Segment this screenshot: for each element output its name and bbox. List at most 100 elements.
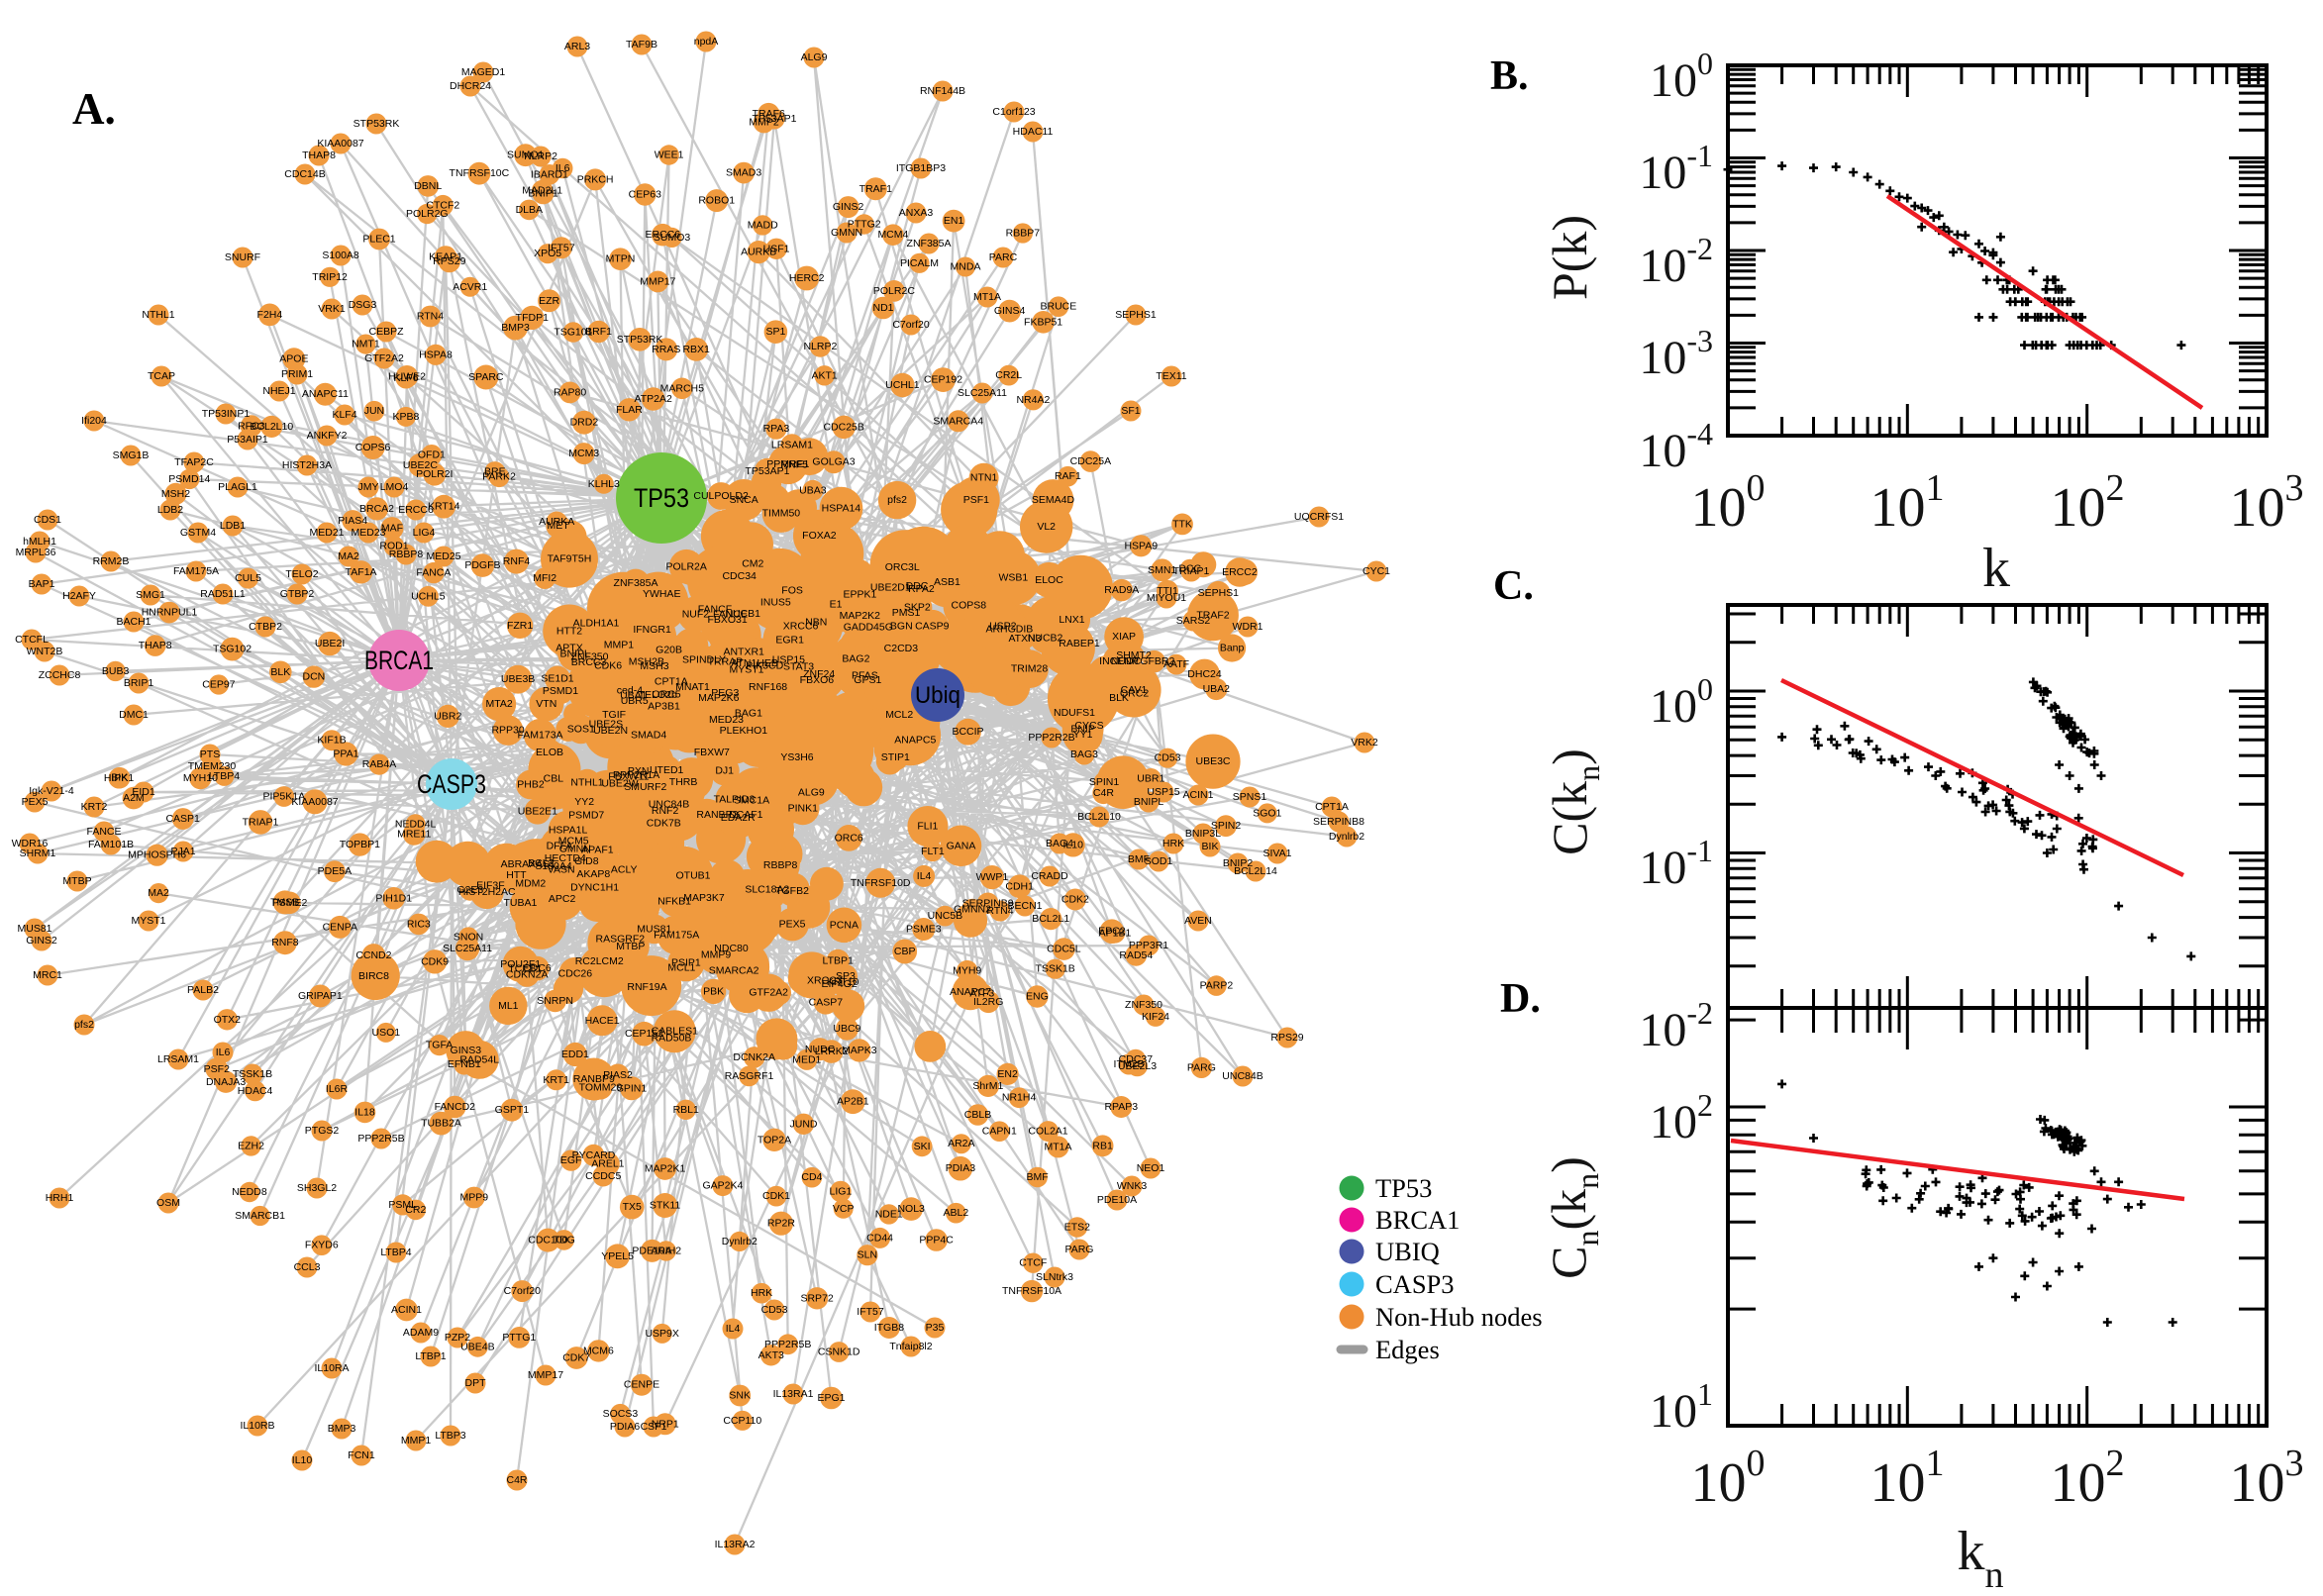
svg-text:MCM3: MCM3 [568, 448, 599, 459]
svg-text:MCL1: MCL1 [667, 961, 695, 973]
svg-text:MARCH5: MARCH5 [660, 382, 704, 394]
svg-text:POLR2A: POLR2A [665, 560, 706, 572]
svg-text:NDC80: NDC80 [714, 943, 749, 954]
svg-text:BNIPL: BNIPL [1134, 796, 1164, 808]
svg-text:UBE2W: UBE2W [601, 778, 638, 790]
svg-text:LTBP1: LTBP1 [415, 1350, 446, 1362]
svg-text:MMP9: MMP9 [701, 949, 731, 961]
svg-text:P(k): P(k) [1542, 215, 1597, 300]
svg-text:ITM2B: ITM2B [1114, 1058, 1145, 1070]
svg-text:COPS8: COPS8 [951, 600, 986, 612]
svg-text:FLI1: FLI1 [917, 821, 938, 833]
svg-text:TP53: TP53 [1375, 1173, 1432, 1203]
svg-text:WEE1: WEE1 [655, 150, 684, 161]
svg-text:PIP5K1A: PIP5K1A [262, 791, 305, 803]
svg-text:ANAPC5: ANAPC5 [894, 734, 936, 746]
svg-text:SUMO1: SUMO1 [507, 150, 545, 161]
svg-text:CDC34: CDC34 [722, 570, 757, 582]
svg-text:USO1: USO1 [372, 1027, 401, 1039]
svg-text:CULPOLD2: CULPOLD2 [693, 490, 749, 502]
svg-text:YPEL5: YPEL5 [601, 1250, 634, 1262]
svg-text:SLN: SLN [858, 1249, 877, 1261]
svg-text:SLC25A11: SLC25A11 [443, 943, 492, 954]
svg-text:BCL2L10: BCL2L10 [250, 421, 293, 433]
svg-text:TFDP1: TFDP1 [516, 312, 549, 324]
svg-text:TTI1: TTI1 [1157, 585, 1178, 597]
svg-text:FAM173A: FAM173A [517, 730, 562, 742]
svg-text:LTBP3: LTBP3 [435, 1430, 465, 1442]
svg-text:DSG3: DSG3 [349, 299, 377, 311]
svg-text:BMF: BMF [1027, 1171, 1049, 1183]
svg-text:KRT10: KRT10 [827, 976, 859, 988]
svg-text:SPIN1: SPIN1 [617, 1082, 648, 1094]
svg-text:EIF3F: EIF3F [476, 879, 505, 891]
svg-text:KIF24: KIF24 [1142, 1011, 1169, 1023]
svg-text:VRK1: VRK1 [318, 303, 346, 315]
svg-text:TDG: TDG [554, 1234, 575, 1246]
svg-text:TNFRSF10D: TNFRSF10D [851, 877, 911, 889]
svg-text:ACLY: ACLY [611, 864, 638, 876]
svg-text:PFAS: PFAS [852, 669, 878, 681]
svg-text:POLR2G: POLR2G [406, 208, 449, 220]
svg-text:LMO4: LMO4 [380, 481, 409, 493]
svg-text:PRIM1: PRIM1 [281, 368, 313, 380]
svg-text:EN1: EN1 [944, 215, 964, 227]
svg-text:KLF4: KLF4 [332, 409, 356, 421]
svg-text:ACIN1: ACIN1 [391, 1304, 422, 1316]
svg-text:OTX2: OTX2 [214, 1014, 242, 1026]
svg-text:HRK: HRK [1162, 838, 1184, 849]
svg-text:NTHL1: NTHL1 [142, 309, 174, 321]
svg-text:VASN: VASN [548, 863, 575, 875]
svg-text:IL10RA: IL10RA [314, 1362, 349, 1374]
svg-text:AP1B1: AP1B1 [1099, 927, 1132, 939]
svg-text:RPP30: RPP30 [491, 725, 524, 737]
svg-text:THRB: THRB [669, 776, 698, 788]
svg-text:RTN4: RTN4 [417, 311, 444, 323]
svg-text:SMARCA4: SMARCA4 [933, 415, 983, 427]
svg-text:EIF4G2: EIF4G2 [822, 978, 858, 990]
svg-text:GMNN: GMNN [831, 227, 862, 239]
svg-text:GINS2: GINS2 [833, 201, 864, 213]
svg-text:TRAF2: TRAF2 [1196, 609, 1229, 621]
svg-text:AP3B1: AP3B1 [648, 701, 680, 713]
svg-text:A2M: A2M [123, 792, 145, 804]
svg-text:BRF1: BRF1 [585, 326, 612, 338]
svg-text:ANKFY2: ANKFY2 [307, 430, 348, 442]
svg-text:CTCF: CTCF [1019, 1257, 1047, 1269]
svg-text:FBXW7: FBXW7 [694, 747, 730, 758]
svg-text:MMP17: MMP17 [528, 1369, 563, 1381]
svg-text:POLR2C: POLR2C [873, 285, 915, 297]
svg-text:RNF2: RNF2 [652, 805, 679, 817]
svg-text:PCNA: PCNA [830, 919, 858, 931]
svg-text:TMEM230: TMEM230 [188, 760, 237, 772]
svg-text:VL2: VL2 [1037, 521, 1056, 533]
svg-text:LIG1: LIG1 [830, 1185, 853, 1197]
svg-text:PXN: PXN [628, 765, 650, 777]
svg-text:COPS6: COPS6 [355, 442, 391, 453]
svg-text:RAF1: RAF1 [1055, 470, 1081, 482]
svg-text:BLK: BLK [270, 666, 290, 678]
svg-text:MIYOU1: MIYOU1 [1147, 592, 1186, 604]
svg-text:AATF: AATF [1163, 658, 1189, 670]
svg-text:BCCIP: BCCIP [952, 726, 983, 738]
svg-text:NHEJ1: NHEJ1 [262, 385, 295, 397]
svg-text:STK11: STK11 [650, 1200, 680, 1212]
svg-text:CTCFL: CTCFL [15, 634, 49, 646]
svg-text:MSH2: MSH2 [161, 488, 190, 500]
svg-text:MSH2B: MSH2B [629, 656, 664, 668]
svg-text:RNF144B: RNF144B [920, 85, 965, 97]
svg-text:npdA: npdA [694, 36, 719, 48]
svg-text:SNK: SNK [729, 1390, 751, 1402]
svg-text:IL6R: IL6R [326, 1083, 349, 1095]
svg-text:MRC1: MRC1 [33, 969, 62, 981]
svg-text:RNF8: RNF8 [271, 937, 299, 948]
svg-text:SP3: SP3 [836, 970, 856, 982]
svg-text:FANCE: FANCE [713, 609, 748, 621]
svg-text:FKBP51: FKBP51 [1024, 316, 1062, 328]
svg-text:CRADD: CRADD [1031, 870, 1068, 882]
svg-text:INUS5: INUS5 [760, 597, 791, 609]
svg-text:CBL: CBL [544, 772, 564, 784]
svg-text:UBE2S: UBE2S [589, 719, 623, 731]
svg-text:MAPK3: MAPK3 [842, 1045, 877, 1056]
svg-text:MMP17: MMP17 [640, 275, 675, 287]
